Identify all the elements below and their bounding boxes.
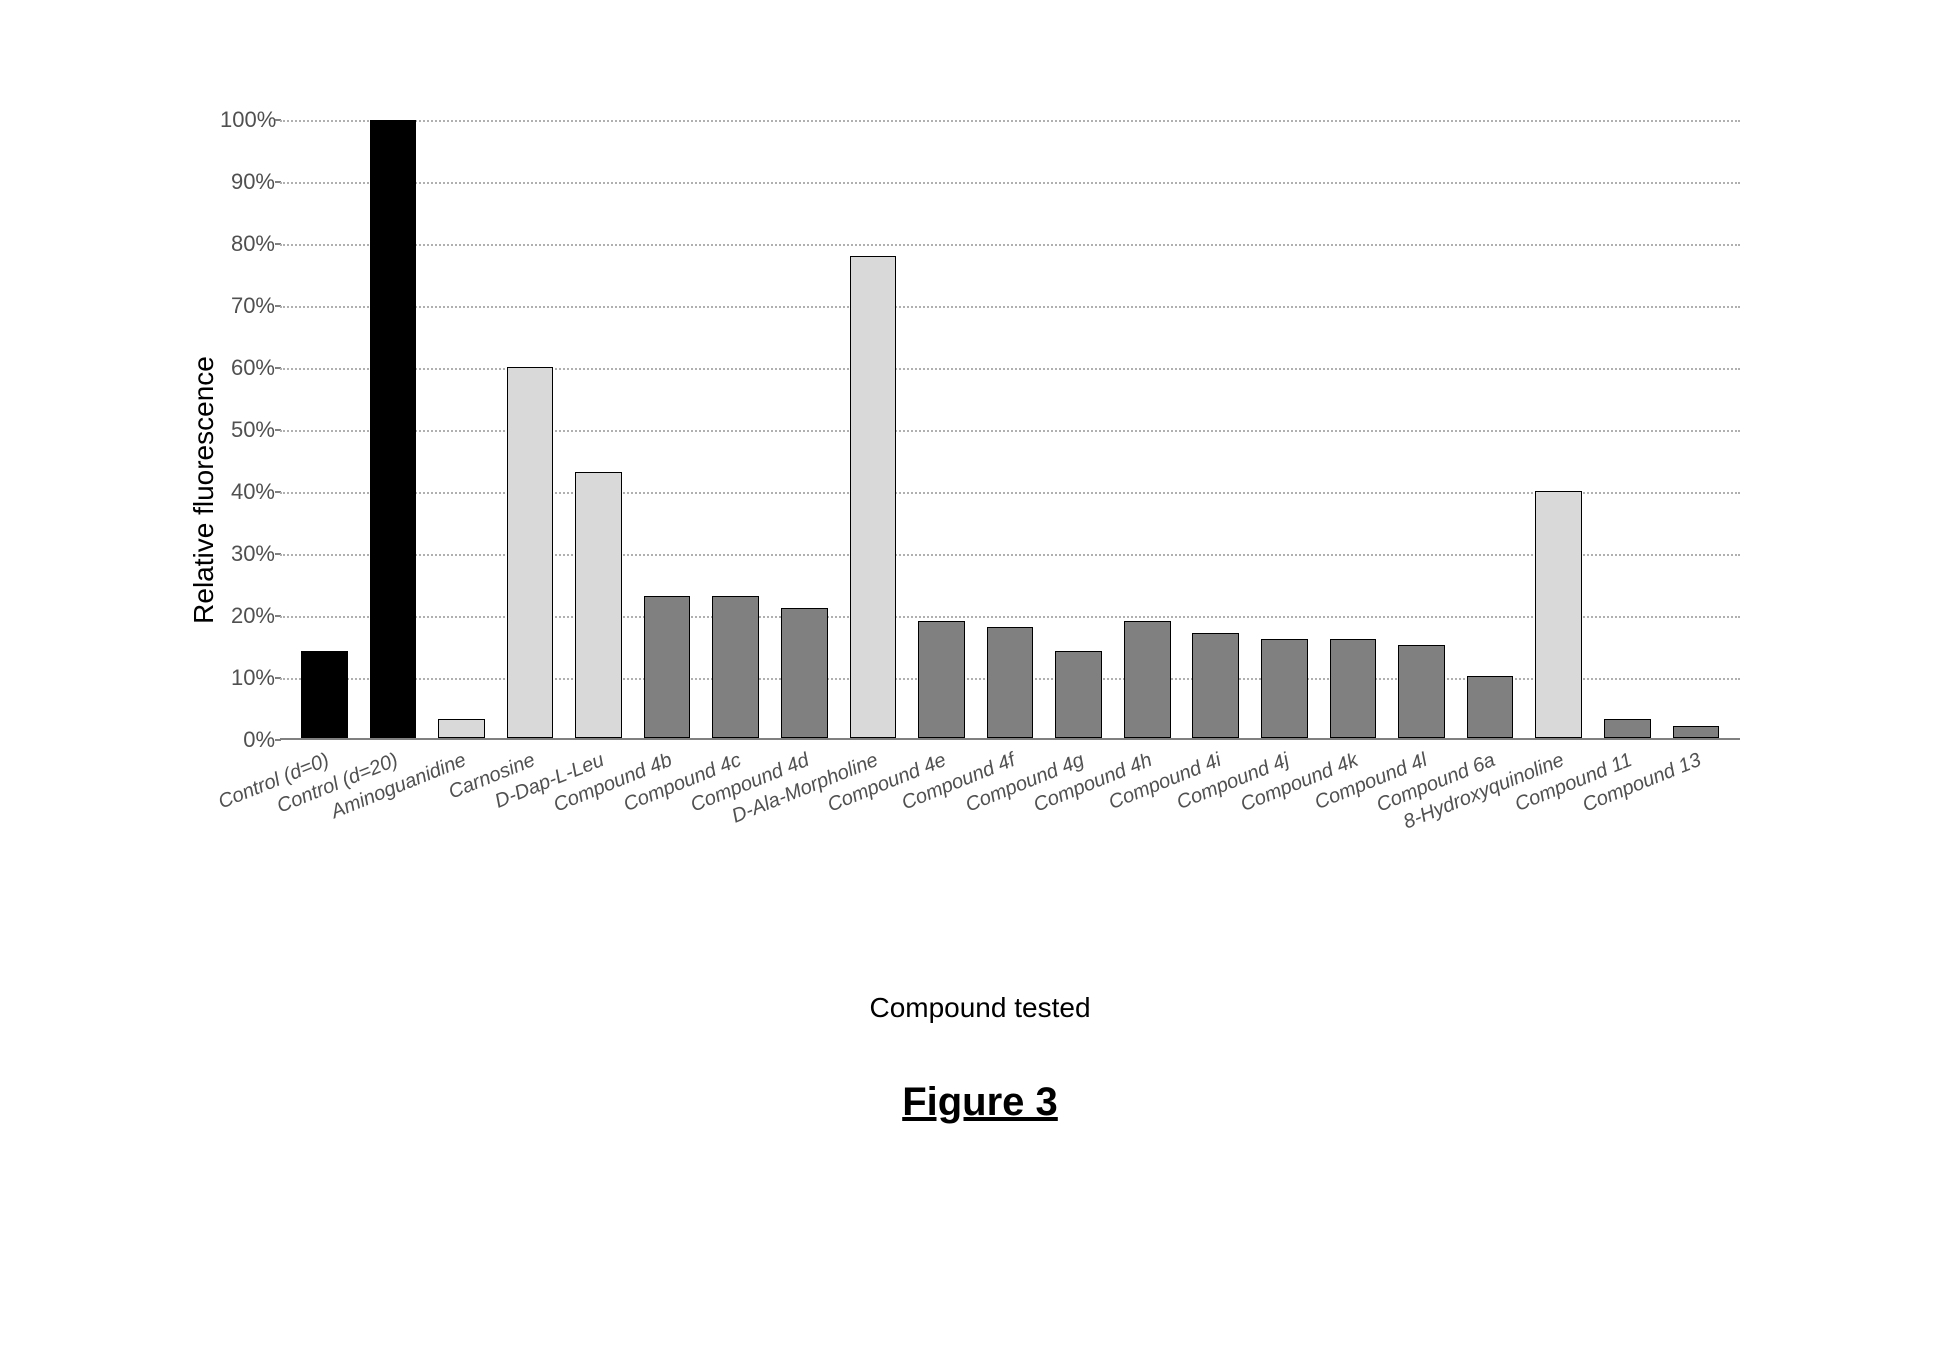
bar [438, 719, 485, 738]
bar [1535, 491, 1582, 738]
y-tick-label: 0% [220, 727, 275, 753]
plot-area [280, 120, 1740, 740]
chart-container: Relative fluorescence 0% 10% 20% 30% 40% 50% 6… [160, 100, 1800, 880]
bar [301, 651, 348, 738]
bar [1124, 621, 1171, 738]
bar-slot [427, 120, 496, 738]
bar [1398, 645, 1445, 738]
bar [507, 367, 554, 738]
y-tick-label: 100% [220, 107, 275, 133]
y-tick-label: 20% [220, 603, 275, 629]
y-tick-label: 40% [220, 479, 275, 505]
bar-slot [633, 120, 702, 738]
bar-slot [1387, 120, 1456, 738]
y-axis-title: Relative fluorescence [188, 356, 220, 624]
bar [1604, 719, 1651, 738]
bar-slot [496, 120, 565, 738]
bar-slot [1044, 120, 1113, 738]
bars-row [280, 120, 1740, 738]
bar-slot [839, 120, 908, 738]
bar [1330, 639, 1377, 738]
bar [1055, 651, 1102, 738]
bar-slot [1113, 120, 1182, 738]
bar-slot [1524, 120, 1593, 738]
y-tick-label: 70% [220, 293, 275, 319]
bar-slot [1456, 120, 1525, 738]
y-tick-label: 80% [220, 231, 275, 257]
x-axis-title: Compound tested [869, 992, 1090, 1024]
bar [712, 596, 759, 738]
y-tick-label: 60% [220, 355, 275, 381]
x-axis-labels: Control (d=0)Control (d=20)Aminoguanidin… [280, 745, 1740, 945]
bar [918, 621, 965, 738]
bar-slot [770, 120, 839, 738]
bar [850, 256, 897, 738]
bar [370, 120, 417, 738]
bar-slot [564, 120, 633, 738]
bar [1467, 676, 1514, 738]
bar [575, 472, 622, 738]
y-tick-label: 90% [220, 169, 275, 195]
bar-slot [1593, 120, 1662, 738]
bar-slot [290, 120, 359, 738]
y-tick-label: 50% [220, 417, 275, 443]
y-tick-label: 10% [220, 665, 275, 691]
figure-caption: Figure 3 [902, 1080, 1058, 1125]
bar-slot [1662, 120, 1731, 738]
bar-slot [907, 120, 976, 738]
bar [1261, 639, 1308, 738]
bar [987, 627, 1034, 738]
bar-slot [1250, 120, 1319, 738]
bar [644, 596, 691, 738]
bar-slot [359, 120, 428, 738]
y-tick-label: 30% [220, 541, 275, 567]
x-label-slot: Compound 13 [1662, 745, 1731, 945]
bar [1192, 633, 1239, 738]
bar-slot [1319, 120, 1388, 738]
bar-slot [1182, 120, 1251, 738]
page: Relative fluorescence 0% 10% 20% 30% 40% 50% 6… [0, 0, 1960, 1355]
bar-slot [701, 120, 770, 738]
bar [1673, 726, 1720, 738]
bar [781, 608, 828, 738]
bar-slot [976, 120, 1045, 738]
